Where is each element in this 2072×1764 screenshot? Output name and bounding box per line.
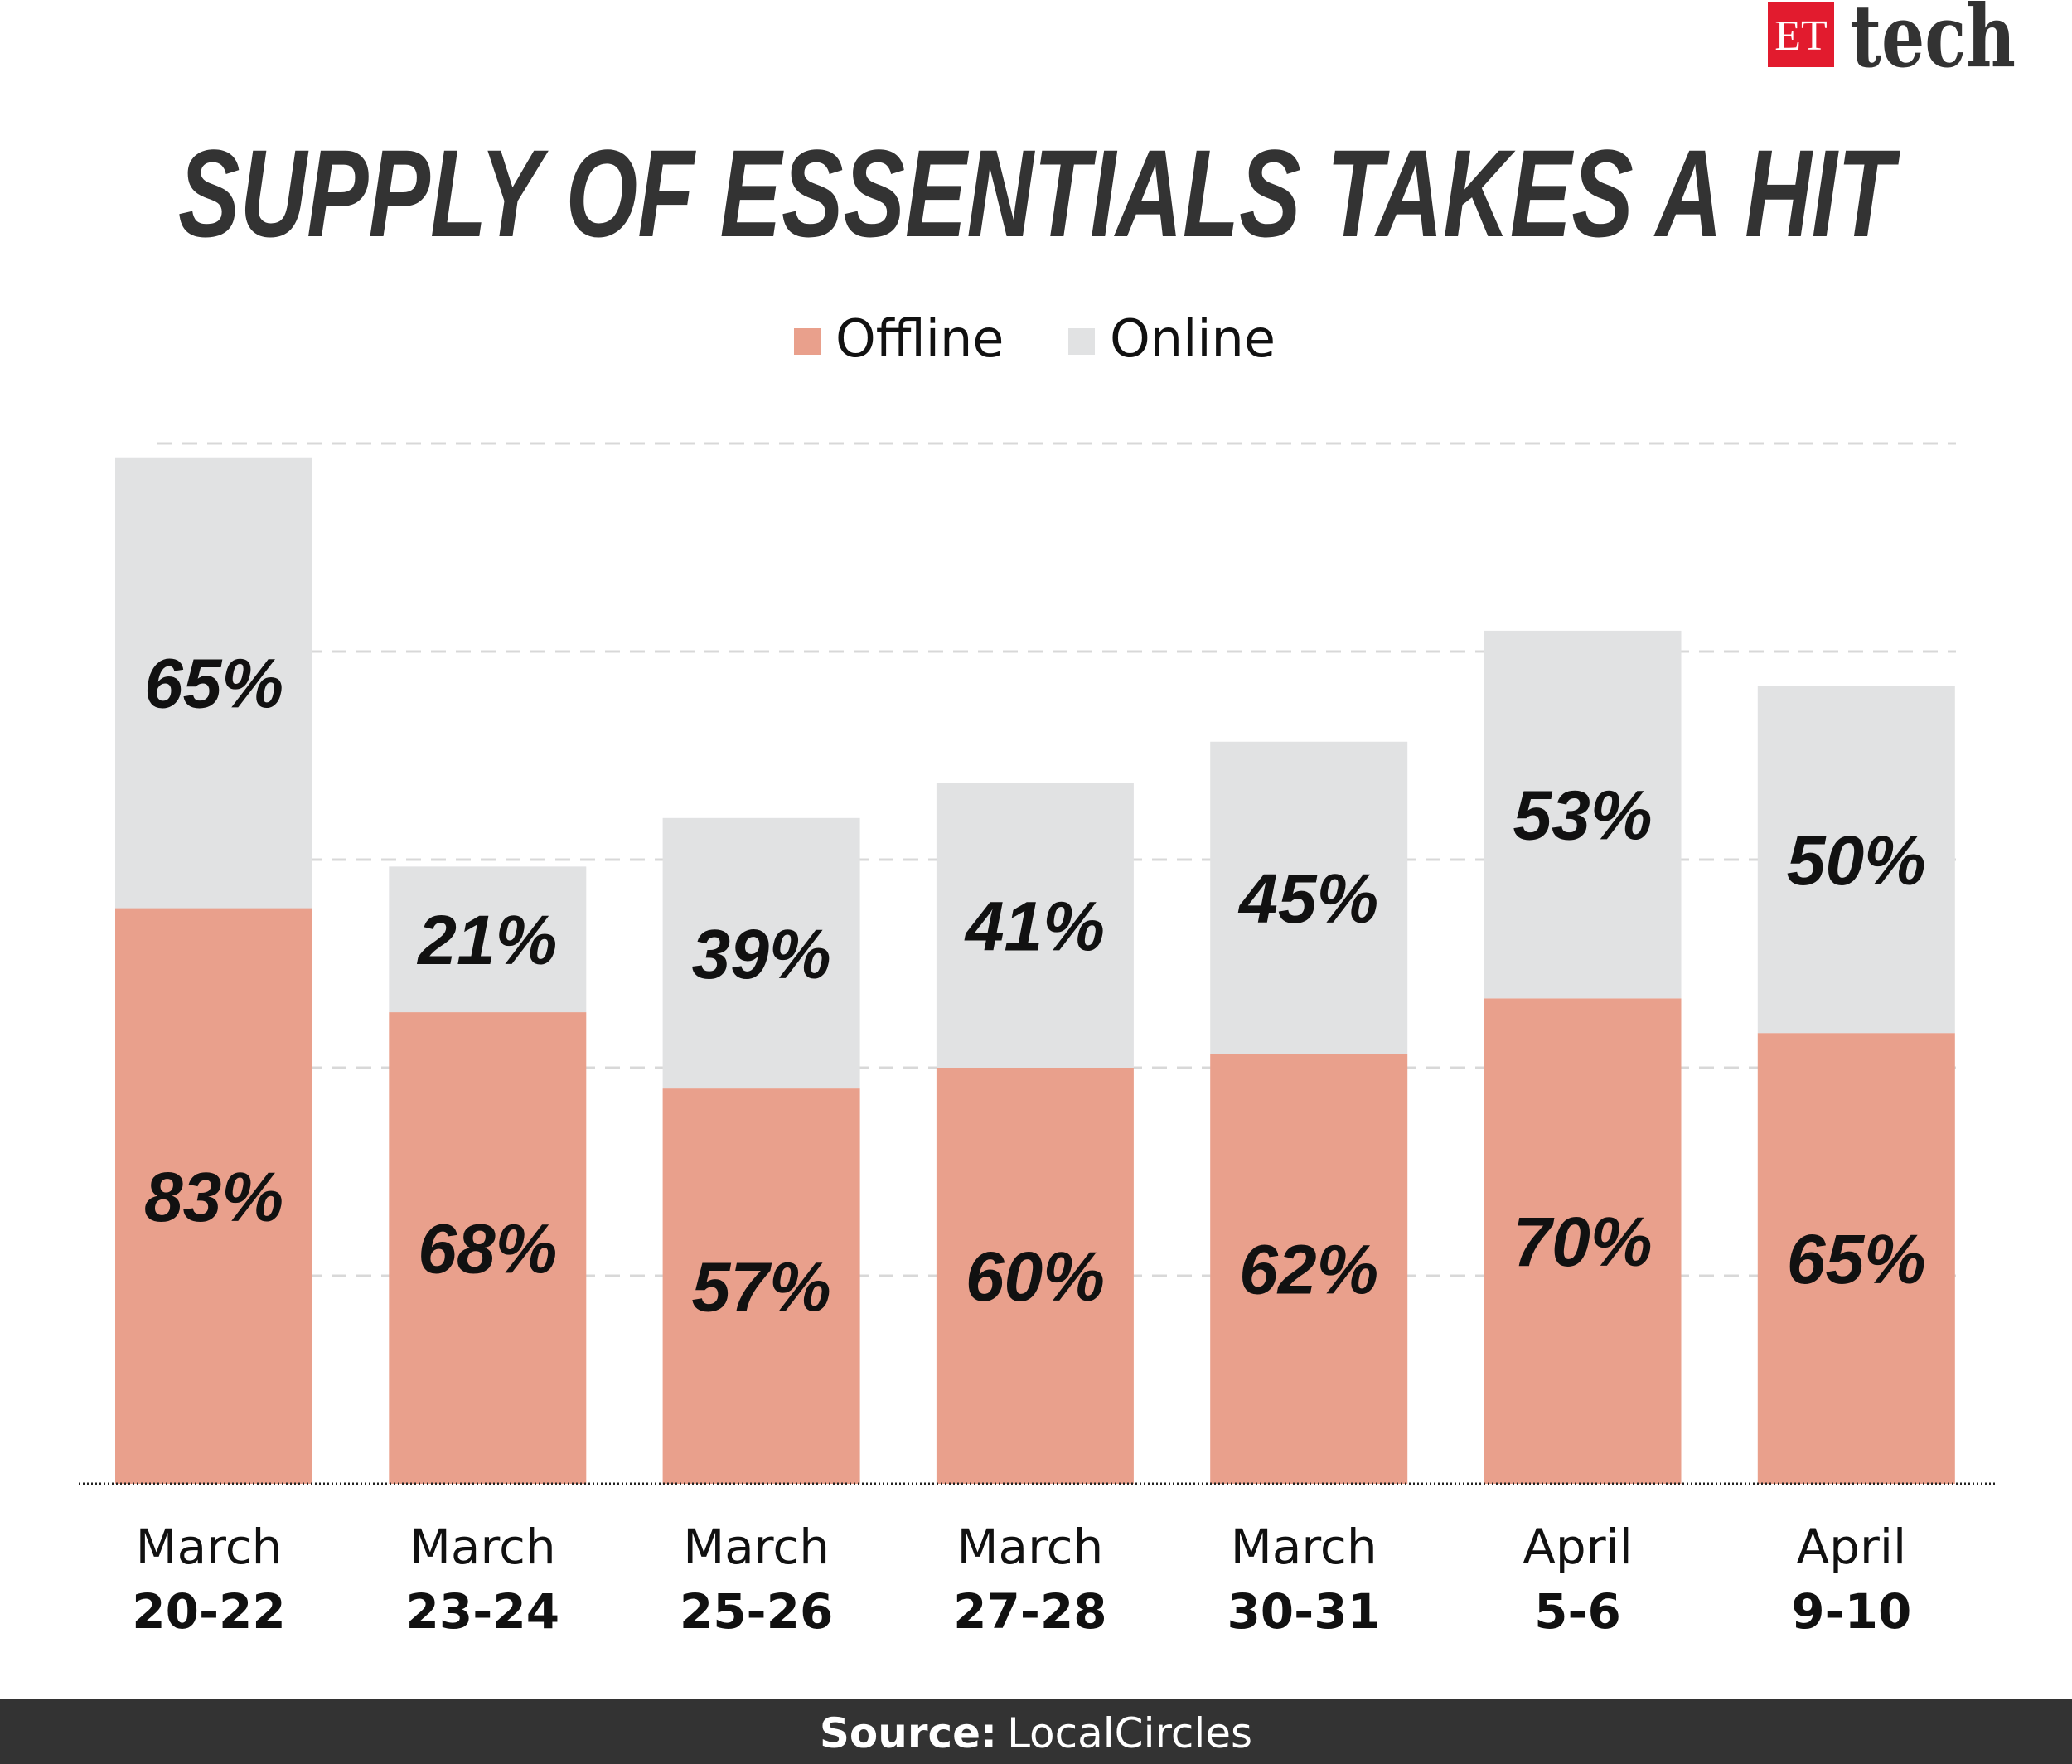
bar-online — [936, 783, 1134, 1068]
data-label-offline: 70% — [1513, 1203, 1652, 1281]
data-label-offline: 62% — [1239, 1231, 1378, 1309]
x-tick-month: March — [409, 1519, 556, 1575]
bar-online — [389, 866, 587, 1013]
bar-online — [1757, 686, 1955, 1034]
bar-offline — [1210, 1054, 1408, 1484]
x-tick-month: March — [956, 1519, 1103, 1575]
data-label-offline: 65% — [1787, 1220, 1926, 1298]
data-label-online: 21% — [416, 901, 557, 979]
x-tick-month: March — [683, 1519, 830, 1575]
source-value: LocalCircles — [1007, 1709, 1252, 1757]
x-tick-days: 23-24 — [406, 1583, 560, 1640]
data-label-offline: 57% — [692, 1248, 831, 1326]
x-tick-days: 20-22 — [132, 1583, 286, 1640]
data-label-online: 53% — [1513, 777, 1652, 855]
bar-online — [115, 457, 312, 909]
source-label: Source: — [820, 1709, 997, 1757]
x-axis-labels: March 20-22 March 23-24 March 25-26 March 27-28… — [132, 1519, 1911, 1640]
legend-label-online: Online — [1110, 308, 1276, 369]
data-label-offline: 83% — [144, 1158, 283, 1236]
x-tick-days: 30-31 — [1227, 1583, 1381, 1640]
x-tick-days: 27-28 — [953, 1583, 1107, 1640]
x-tick-days: 25-26 — [680, 1583, 834, 1640]
bar-online — [1484, 630, 1682, 999]
bar-offline — [1757, 1033, 1955, 1484]
chart-title: SUPPLY OF ESSENTIALS TAKES A HIT — [178, 124, 1900, 263]
bar-online — [1210, 741, 1408, 1054]
bar-offline — [115, 908, 312, 1484]
legend-swatch-offline — [794, 328, 821, 355]
data-label-online: 65% — [144, 645, 283, 723]
data-label-offline: 68% — [418, 1210, 557, 1288]
legend-label-offline: Offline — [835, 308, 1004, 369]
x-tick-month: April — [1523, 1519, 1633, 1575]
logo: ET tech — [1768, 0, 2016, 87]
logo-et: ET — [1774, 12, 1828, 60]
data-label-online: 50% — [1787, 821, 1926, 899]
x-tick-days: 5-6 — [1534, 1583, 1621, 1640]
data-label-offline: 60% — [966, 1238, 1105, 1316]
footer: Source: LocalCircles — [0, 1699, 2072, 1764]
logo-tech: tech — [1850, 0, 2016, 87]
legend: Offline Online — [794, 308, 1276, 369]
source-text: Source: LocalCircles — [820, 1709, 1252, 1757]
data-label-online: 39% — [692, 915, 831, 993]
x-tick-month: April — [1797, 1519, 1907, 1575]
legend-swatch-online — [1068, 328, 1095, 355]
bar-online — [662, 817, 860, 1089]
x-tick-month: March — [1231, 1519, 1377, 1575]
bar-offline — [1484, 998, 1682, 1484]
data-label-online: 45% — [1237, 860, 1378, 938]
data-label-online: 41% — [964, 887, 1105, 965]
footer-bar — [0, 1699, 2072, 1764]
bar-offline — [936, 1068, 1134, 1484]
x-tick-month: March — [136, 1519, 283, 1575]
logo-et-box — [1768, 2, 1834, 67]
bar-offline — [662, 1088, 860, 1484]
bars: 83% 65% 68% 21% 57% 39% 60% 41% 62% 45% 70% 53% 65% 5… — [115, 457, 1955, 1484]
bar-offline — [389, 1012, 587, 1484]
x-tick-days: 9-10 — [1791, 1583, 1911, 1640]
